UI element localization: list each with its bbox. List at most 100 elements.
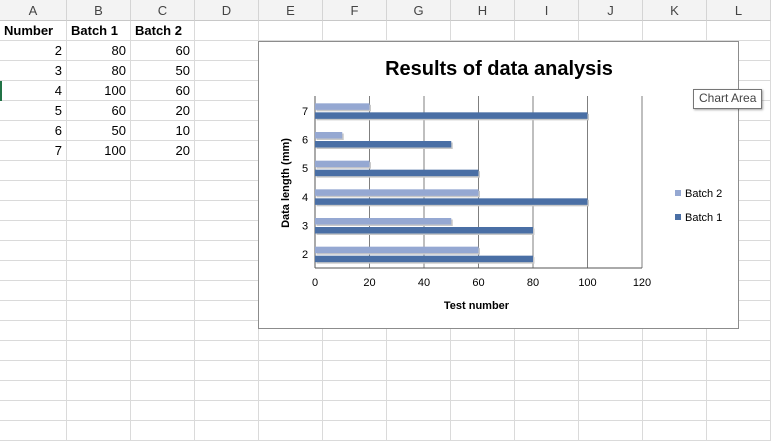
empty-cell[interactable] (387, 21, 451, 41)
empty-cell[interactable] (0, 421, 67, 441)
empty-cell[interactable] (195, 201, 259, 221)
data-cell-b7[interactable]: 100 (67, 141, 131, 161)
empty-cell[interactable] (259, 21, 323, 41)
column-header-c[interactable]: C (131, 0, 195, 21)
empty-cell[interactable] (451, 361, 515, 381)
empty-cell[interactable] (195, 161, 259, 181)
data-cell-b5[interactable]: 60 (67, 101, 131, 121)
data-cell-c7[interactable]: 20 (131, 141, 195, 161)
empty-cell[interactable] (67, 381, 131, 401)
column-header-d[interactable]: D (195, 0, 259, 21)
empty-cell[interactable] (259, 421, 323, 441)
empty-cell[interactable] (579, 321, 643, 341)
empty-cell[interactable] (643, 381, 707, 401)
column-header-i[interactable]: I (515, 0, 579, 21)
empty-cell[interactable] (131, 201, 195, 221)
column-header-k[interactable]: K (643, 0, 707, 21)
empty-cell[interactable] (259, 361, 323, 381)
empty-cell[interactable] (67, 201, 131, 221)
data-cell-c2[interactable]: 60 (131, 41, 195, 61)
empty-cell[interactable] (387, 341, 451, 361)
data-cell-a5[interactable]: 5 (0, 101, 67, 121)
empty-cell[interactable] (643, 21, 707, 41)
empty-cell[interactable] (67, 161, 131, 181)
empty-cell[interactable] (387, 421, 451, 441)
empty-cell[interactable] (451, 21, 515, 41)
empty-cell[interactable] (131, 241, 195, 261)
empty-cell[interactable] (131, 161, 195, 181)
empty-cell[interactable] (67, 241, 131, 261)
header-cell-a[interactable]: Number (0, 21, 67, 41)
header-cell-c[interactable]: Batch 2 (131, 21, 195, 41)
empty-cell[interactable] (195, 321, 259, 341)
empty-cell[interactable] (579, 341, 643, 361)
empty-cell[interactable] (451, 321, 515, 341)
empty-cell[interactable] (323, 361, 387, 381)
empty-cell[interactable] (707, 381, 771, 401)
data-cell-b4[interactable]: 100 (67, 81, 131, 101)
chart-area[interactable]: Results of data analysis 0 20 40 60 80 100 120 2… (258, 41, 739, 329)
empty-cell[interactable] (707, 21, 771, 41)
empty-cell[interactable] (0, 241, 67, 261)
empty-cell[interactable] (643, 401, 707, 421)
empty-cell[interactable] (515, 361, 579, 381)
empty-cell[interactable] (451, 381, 515, 401)
empty-cell[interactable] (259, 381, 323, 401)
empty-cell[interactable] (67, 281, 131, 301)
column-header-e[interactable]: E (259, 0, 323, 21)
empty-cell[interactable] (195, 261, 259, 281)
empty-cell[interactable] (195, 221, 259, 241)
empty-cell[interactable] (323, 321, 387, 341)
empty-cell[interactable] (0, 161, 67, 181)
empty-cell[interactable] (195, 281, 259, 301)
empty-cell[interactable] (579, 361, 643, 381)
empty-cell[interactable] (67, 361, 131, 381)
empty-cell[interactable] (195, 181, 259, 201)
data-cell-c3[interactable]: 50 (131, 61, 195, 81)
empty-cell[interactable] (515, 21, 579, 41)
empty-cell[interactable] (323, 21, 387, 41)
empty-cell[interactable] (707, 361, 771, 381)
empty-cell[interactable] (643, 421, 707, 441)
empty-cell[interactable] (131, 381, 195, 401)
empty-cell[interactable] (195, 361, 259, 381)
empty-cell[interactable] (131, 401, 195, 421)
empty-cell[interactable] (579, 421, 643, 441)
data-cell-c6[interactable]: 10 (131, 121, 195, 141)
data-cell-a6[interactable]: 6 (0, 121, 67, 141)
column-header-g[interactable]: G (387, 0, 451, 21)
data-cell-b6[interactable]: 50 (67, 121, 131, 141)
empty-cell[interactable] (195, 101, 259, 121)
column-header-l[interactable]: L (707, 0, 771, 21)
empty-cell[interactable] (0, 341, 67, 361)
empty-cell[interactable] (195, 381, 259, 401)
empty-cell[interactable] (131, 341, 195, 361)
empty-cell[interactable] (195, 401, 259, 421)
empty-cell[interactable] (195, 121, 259, 141)
empty-cell[interactable] (0, 381, 67, 401)
empty-cell[interactable] (0, 221, 67, 241)
empty-cell[interactable] (451, 421, 515, 441)
column-header-b[interactable]: B (67, 0, 131, 21)
empty-cell[interactable] (0, 281, 67, 301)
data-cell-b2[interactable]: 80 (67, 41, 131, 61)
column-header-f[interactable]: F (323, 0, 387, 21)
empty-cell[interactable] (579, 381, 643, 401)
empty-cell[interactable] (195, 241, 259, 261)
empty-cell[interactable] (259, 341, 323, 361)
empty-cell[interactable] (323, 381, 387, 401)
data-cell-a2[interactable]: 2 (0, 41, 67, 61)
empty-cell[interactable] (131, 321, 195, 341)
empty-cell[interactable] (131, 181, 195, 201)
empty-cell[interactable] (67, 401, 131, 421)
empty-cell[interactable] (643, 341, 707, 361)
empty-cell[interactable] (259, 401, 323, 421)
empty-cell[interactable] (131, 361, 195, 381)
data-cell-a3[interactable]: 3 (0, 61, 67, 81)
data-cell-a7[interactable]: 7 (0, 141, 67, 161)
empty-cell[interactable] (195, 341, 259, 361)
empty-cell[interactable] (707, 421, 771, 441)
empty-cell[interactable] (515, 341, 579, 361)
empty-cell[interactable] (0, 261, 67, 281)
empty-cell[interactable] (0, 321, 67, 341)
